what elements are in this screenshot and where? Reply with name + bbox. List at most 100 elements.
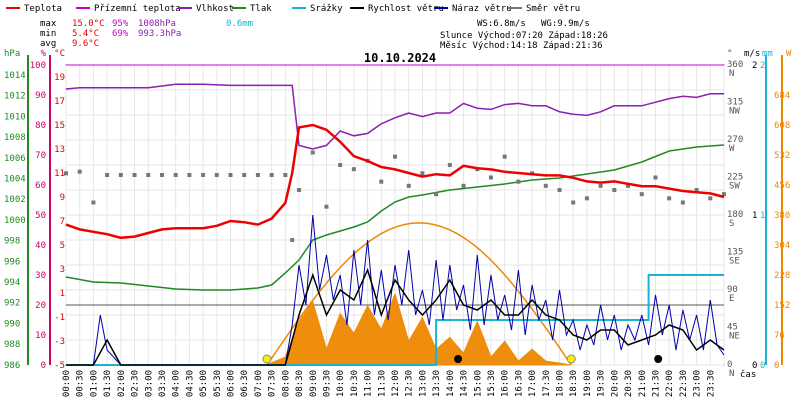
pct-axis-tick-8: 20 xyxy=(35,301,46,311)
series-wind-speed xyxy=(66,267,725,366)
temp-axis-tick-8: 3 xyxy=(60,265,65,275)
x-tick-27: 13:30 xyxy=(432,370,442,397)
wind-dir-point xyxy=(434,192,439,197)
hpa-axis-tick-9: 996 xyxy=(4,257,20,267)
x-tick-5: 02:30 xyxy=(131,370,141,397)
wind-dir-point xyxy=(283,173,288,177)
wind-dir-point xyxy=(290,238,295,242)
wind-dir-point xyxy=(653,175,658,180)
x-tick-42: 21:00 xyxy=(638,370,648,397)
rain-tick-1: 1 xyxy=(760,211,765,221)
wind-dir-point xyxy=(338,163,343,167)
x-tick-23: 11:30 xyxy=(377,370,387,397)
x-tick-14: 07:00 xyxy=(254,370,264,397)
wind-dir-point xyxy=(722,192,726,197)
wind-dir-point xyxy=(297,188,302,192)
moonrise-marker xyxy=(454,355,463,363)
pct-axis-tick-4: 60 xyxy=(35,181,46,191)
wind-dir-point xyxy=(393,154,397,159)
wind-dir-point xyxy=(105,173,110,177)
temp-axis-tick-3: 13 xyxy=(54,145,65,155)
wind-dir-point xyxy=(584,196,589,201)
wind-dir-point xyxy=(639,192,644,197)
x-tick-13: 06:30 xyxy=(240,370,250,397)
series-wind-gust xyxy=(66,214,725,366)
rain-tick-2: 0 xyxy=(760,361,765,371)
wind-dir-point xyxy=(557,188,562,192)
pct-axis-tick-7: 30 xyxy=(35,271,46,281)
legend-label-0: Teplota xyxy=(24,4,62,14)
dir-tick-lbl-4: S xyxy=(729,219,734,229)
wind-dir-point xyxy=(667,196,672,201)
x-tick-36: 18:00 xyxy=(556,370,566,397)
temp-axis-tick-1: 17 xyxy=(54,97,65,107)
dir-tick-lbl-8: N xyxy=(729,369,734,379)
x-tick-21: 10:30 xyxy=(350,370,360,397)
dir-tick-lbl-1: NW xyxy=(729,107,740,117)
hpa-axis-tick-4: 1006 xyxy=(4,154,26,164)
x-tick-33: 16:30 xyxy=(514,370,524,397)
x-tick-37: 18:30 xyxy=(569,370,579,397)
wind-dir-point xyxy=(173,173,178,177)
dir-axis-unit: ° xyxy=(727,49,732,59)
plot-area xyxy=(64,83,726,366)
dir-tick-lbl-6: E xyxy=(729,294,734,304)
stat-max-press: 1008hPa xyxy=(138,19,176,29)
series-solar xyxy=(265,292,571,366)
wind-tick-2: 0 xyxy=(752,361,757,371)
stat-avg-temp: 9.6°C xyxy=(72,39,99,49)
x-tick-12: 06:00 xyxy=(227,370,237,397)
temp-axis-tick-6: 7 xyxy=(60,217,65,227)
wind-dir-point xyxy=(680,200,685,205)
stat-wind-speed: WS:6.8m/s xyxy=(477,19,526,29)
x-tick-26: 13:00 xyxy=(418,370,428,397)
series-rain xyxy=(66,274,724,366)
wind-dir-point xyxy=(132,173,137,177)
temp-axis-unit: °C xyxy=(54,49,65,59)
dir-tick-deg-3: 225 xyxy=(727,173,743,183)
dir-tick-deg-1: 315 xyxy=(727,98,743,108)
hpa-axis-tick-13: 988 xyxy=(4,340,20,350)
x-tick-18: 09:00 xyxy=(309,370,319,397)
rain-axis-unit: mm xyxy=(762,49,773,59)
wind-dir-point xyxy=(571,200,576,205)
x-tick-6: 03:00 xyxy=(144,370,154,397)
temp-axis-tick-12: -5 xyxy=(54,361,65,371)
x-tick-47: 23:30 xyxy=(706,370,716,397)
dir-tick-lbl-3: SW xyxy=(729,182,740,192)
x-tick-7: 03:30 xyxy=(158,370,168,397)
wind-dir-point xyxy=(461,183,466,188)
legend: Teplota Přízemní teplota Vlhkost Tlak Srážky… xyxy=(6,4,580,14)
stat-min-press: 993.3hPa xyxy=(138,29,181,39)
wind-dir-point xyxy=(118,173,123,177)
solar-axis-unit: W xyxy=(786,49,792,59)
wind-dir-point xyxy=(201,173,206,177)
wind-dir-point xyxy=(379,179,384,184)
x-tick-0: 00:00 xyxy=(62,370,72,397)
wind-dir-point xyxy=(694,188,699,192)
dir-tick-deg-7: 45 xyxy=(727,323,738,333)
pct-axis-tick-3: 70 xyxy=(35,151,46,161)
sunset-marker xyxy=(566,354,576,364)
x-tick-45: 22:30 xyxy=(679,370,689,397)
wind-dir-point xyxy=(447,163,452,167)
dir-tick-lbl-5: SE xyxy=(729,257,740,267)
x-tick-44: 22:00 xyxy=(665,370,675,397)
legend-label-2: Vlhkost xyxy=(196,4,234,14)
wind-dir-point xyxy=(64,171,68,176)
stat-max-label: max xyxy=(40,19,57,29)
temp-axis-tick-0: 19 xyxy=(54,73,65,83)
pct-axis-tick-10: 0 xyxy=(41,361,46,371)
stat-min-label: min xyxy=(40,29,56,39)
stat-wind-gust: WG:9.9m/s xyxy=(541,19,590,29)
wind-dir-point xyxy=(598,183,603,188)
x-tick-34: 17:00 xyxy=(528,370,538,397)
wind-dir-point xyxy=(310,150,315,155)
dir-tick-deg-4: 180 xyxy=(727,210,743,220)
dir-tick-lbl-2: W xyxy=(729,144,735,154)
x-tick-35: 17:30 xyxy=(542,370,552,397)
pct-axis-tick-0: 100 xyxy=(30,61,46,71)
x-axis-label: čas xyxy=(740,369,756,380)
pct-axis-tick-2: 80 xyxy=(35,121,46,131)
x-tick-39: 19:30 xyxy=(597,370,607,397)
